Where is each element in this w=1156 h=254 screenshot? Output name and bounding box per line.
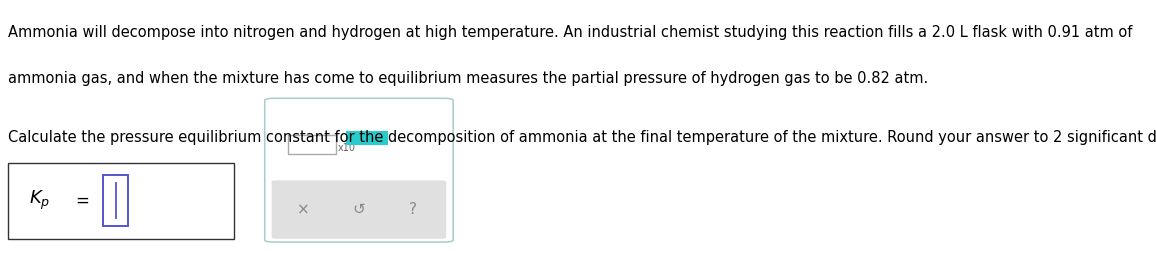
Text: ↺: ↺ <box>351 202 365 217</box>
Text: Calculate the pressure equilibrium constant for the decomposition of ammonia at : Calculate the pressure equilibrium const… <box>8 130 1156 145</box>
Text: $K_{p}$: $K_{p}$ <box>29 189 50 212</box>
Text: ammonia gas, and when the mixture has come to equilibrium measures the partial p: ammonia gas, and when the mixture has co… <box>8 71 928 86</box>
Text: x10: x10 <box>338 143 356 153</box>
FancyBboxPatch shape <box>8 163 234 239</box>
Text: Ammonia will decompose into nitrogen and hydrogen at high temperature. An indust: Ammonia will decompose into nitrogen and… <box>8 25 1133 40</box>
FancyBboxPatch shape <box>103 175 128 226</box>
FancyBboxPatch shape <box>347 133 387 144</box>
Text: ×: × <box>296 202 310 217</box>
Text: ?: ? <box>409 202 416 217</box>
FancyBboxPatch shape <box>265 98 453 242</box>
Text: =: = <box>75 192 89 210</box>
FancyBboxPatch shape <box>288 135 335 154</box>
FancyBboxPatch shape <box>272 180 446 239</box>
